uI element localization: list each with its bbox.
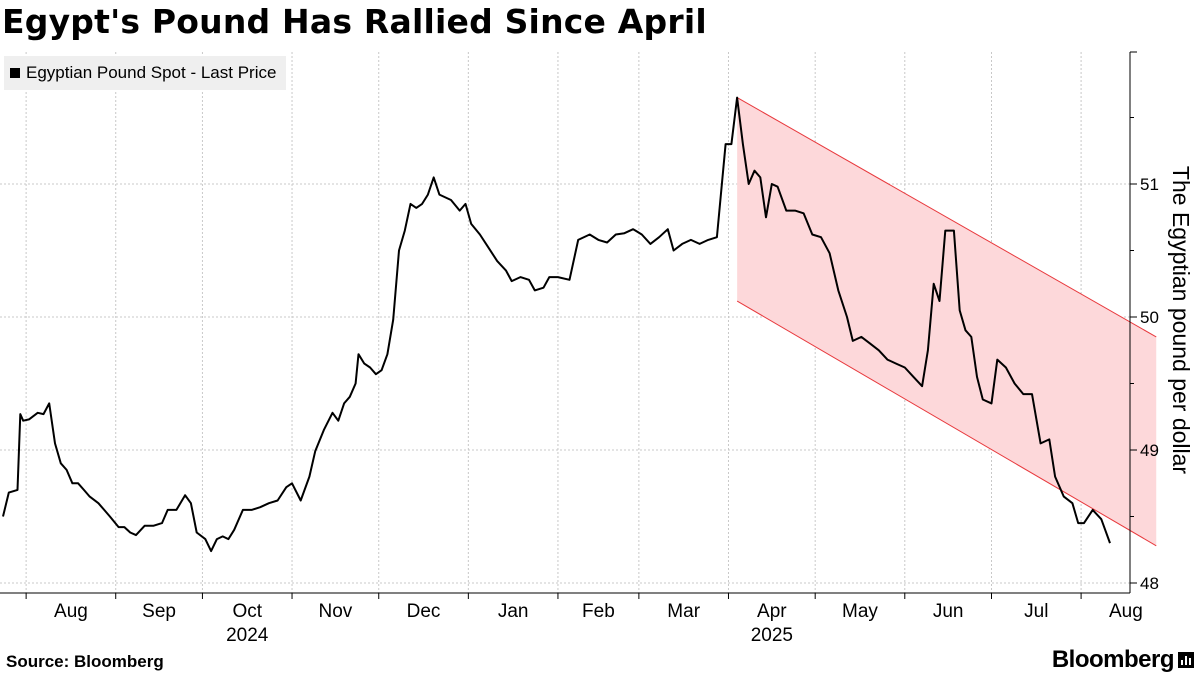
y-tick-label: 51 (1140, 175, 1159, 194)
bloomberg-terminal-icon (1178, 652, 1194, 668)
legend: Egyptian Pound Spot - Last Price (4, 56, 287, 90)
x-tick-label: Oct (232, 601, 262, 622)
y-tick-label: 48 (1140, 574, 1159, 593)
x-tick-label: Nov (318, 601, 352, 622)
x-year-label: 2024 (226, 625, 269, 646)
x-tick-label: Aug (1109, 601, 1143, 622)
source-note: Source: Bloomberg (6, 652, 164, 671)
x-tick-label: Apr (757, 601, 787, 622)
y-tick-label: 50 (1140, 308, 1159, 327)
brand-wordmark: Bloomberg (1051, 646, 1175, 673)
y-tick-label: 49 (1140, 441, 1159, 460)
x-tick-label: Sep (142, 601, 176, 622)
channel-fill (737, 97, 1157, 546)
axes: 48 49 50 51 Aug Sep Oct Nov Dec Jan Feb Mar Apr May Ju… (0, 51, 1159, 646)
channel-lower-line (736, 300, 1157, 547)
brand-logo: Bloomberg (1052, 646, 1194, 674)
x-tick-label: Dec (407, 601, 441, 622)
legend-label: Egyptian Pound Spot - Last Price (26, 63, 277, 82)
x-tick-label: May (842, 601, 878, 622)
x-tick-label: Jul (1024, 601, 1048, 622)
price-series (2, 96, 1111, 553)
y-axis-label: The Egyptian pound per dollar (1168, 166, 1194, 474)
x-tick-label: Jun (933, 601, 964, 622)
x-tick-label: Jan (498, 601, 529, 622)
price-line (2, 96, 1111, 553)
x-tick-label: Feb (582, 601, 615, 622)
channel-upper-line (736, 97, 1157, 338)
x-tick-label: Mar (667, 601, 700, 622)
chart-title: Egypt's Pound Has Rallied Since April (2, 2, 707, 41)
channel-annotation (736, 97, 1157, 547)
x-tick-label: Aug (54, 601, 88, 622)
x-year-label: 2025 (751, 625, 793, 646)
legend-swatch (10, 68, 20, 78)
